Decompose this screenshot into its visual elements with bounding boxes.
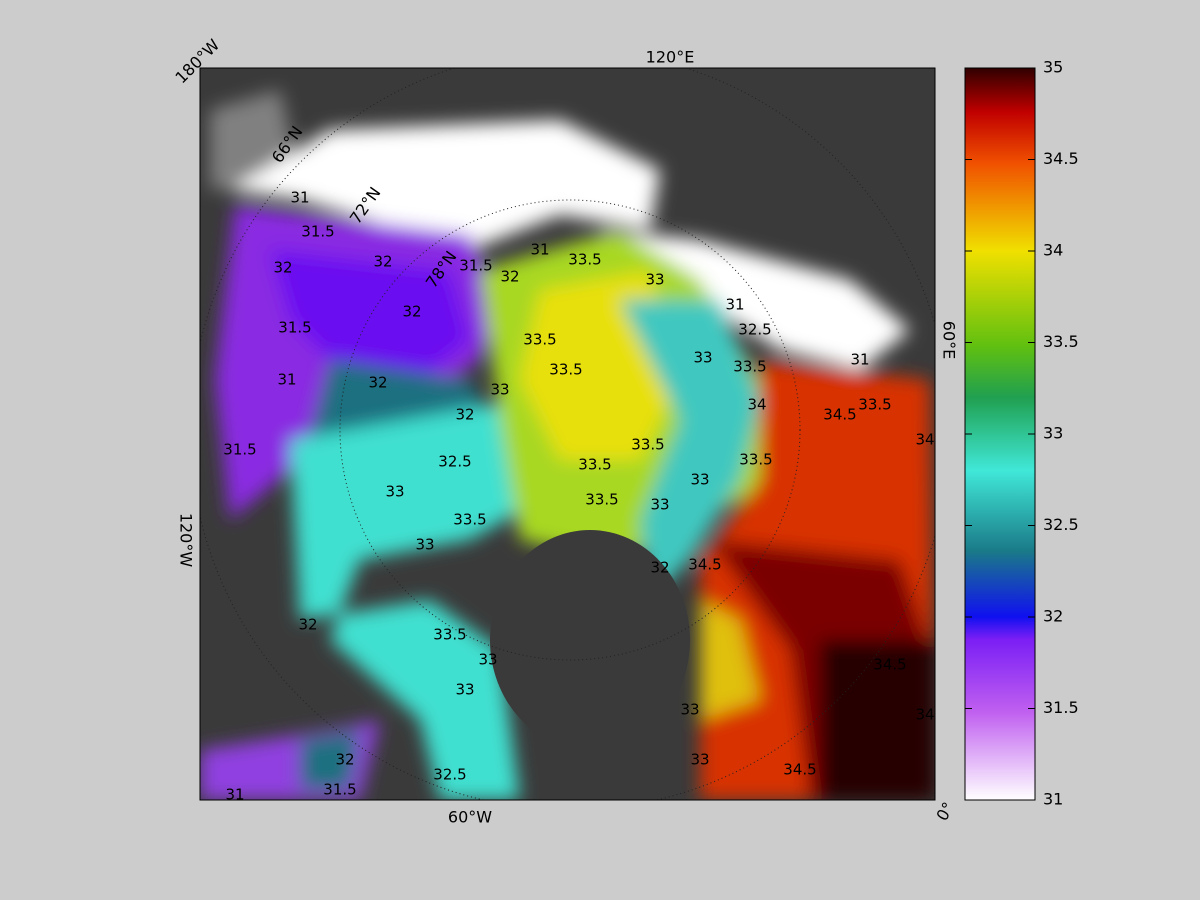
longitude-label: 120°W bbox=[177, 513, 196, 568]
colorbar-tick-label: 34 bbox=[1043, 241, 1063, 260]
longitude-label: 0° bbox=[932, 799, 958, 824]
contour-label: 33 bbox=[455, 681, 474, 699]
map bbox=[200, 68, 935, 800]
contour-label: 34.5 bbox=[873, 656, 906, 674]
contour-label: 33.5 bbox=[631, 436, 664, 454]
contour-label: 31 bbox=[290, 189, 309, 207]
contour-label: 31.5 bbox=[459, 257, 492, 275]
contour-label: 33.5 bbox=[549, 361, 582, 379]
contour-label: 32.5 bbox=[738, 321, 771, 339]
colorbar-tick-label: 32 bbox=[1043, 607, 1063, 626]
contour-label: 34.5 bbox=[688, 556, 721, 574]
colorbar-tick-label: 31 bbox=[1043, 790, 1063, 809]
contour-label: 31 bbox=[225, 786, 244, 804]
contour-label: 31 bbox=[725, 296, 744, 314]
contour-label: 31.5 bbox=[278, 319, 311, 337]
colorbar-tick-label: 34.5 bbox=[1043, 149, 1079, 168]
salinity-field bbox=[200, 90, 935, 800]
contour-label: 31.5 bbox=[223, 441, 256, 459]
contour-label: 33.5 bbox=[433, 626, 466, 644]
longitude-label: 120°E bbox=[646, 48, 695, 67]
contour-label: 33.5 bbox=[523, 331, 556, 349]
contour-label: 31 bbox=[530, 241, 549, 259]
contour-label: 32 bbox=[368, 374, 387, 392]
contour-label: 33 bbox=[385, 483, 404, 501]
contour-label: 33 bbox=[680, 701, 699, 719]
contour-label: 33 bbox=[690, 471, 709, 489]
contour-label: 32 bbox=[500, 268, 519, 286]
contour-label: 33.5 bbox=[568, 251, 601, 269]
longitude-label: 60°W bbox=[448, 808, 492, 827]
contour-label: 33 bbox=[645, 271, 664, 289]
contour-label: 33.5 bbox=[858, 396, 891, 414]
contour-label: 33.5 bbox=[739, 451, 772, 469]
contour-label: 34 bbox=[915, 431, 934, 449]
contour-label: 33.5 bbox=[453, 511, 486, 529]
contour-label: 33 bbox=[490, 381, 509, 399]
colorbar-tick-label: 33 bbox=[1043, 424, 1063, 443]
contour-label: 33.5 bbox=[733, 358, 766, 376]
graticule bbox=[339, 199, 801, 661]
contour-label: 31 bbox=[850, 351, 869, 369]
contour-label: 33.5 bbox=[578, 456, 611, 474]
contour-label: 33 bbox=[415, 536, 434, 554]
contour-label: 32 bbox=[335, 751, 354, 769]
contour-label: 33.5 bbox=[585, 491, 618, 509]
greenland bbox=[490, 530, 690, 750]
contour-label: 32 bbox=[298, 616, 317, 634]
contour-label: 32.5 bbox=[433, 766, 466, 784]
longitude-label: 60°E bbox=[940, 321, 959, 359]
colorbar-tick-label: 35 bbox=[1043, 58, 1063, 77]
contour-label: 33 bbox=[690, 751, 709, 769]
colorbar bbox=[964, 67, 1036, 801]
colorbar-tick-label: 33.5 bbox=[1043, 332, 1079, 351]
contour-label: 34 bbox=[747, 396, 766, 414]
contour-label: 31 bbox=[277, 371, 296, 389]
contour-label: 33 bbox=[650, 496, 669, 514]
contour-label: 31.5 bbox=[323, 781, 356, 799]
contour-label: 34.5 bbox=[783, 761, 816, 779]
contour-label: 32 bbox=[373, 253, 392, 271]
contour-label: 32 bbox=[402, 303, 421, 321]
contour-label: 33 bbox=[478, 651, 497, 669]
contour-label: 33 bbox=[693, 349, 712, 367]
contour-label: 32.5 bbox=[438, 453, 471, 471]
colorbar-tick-label: 31.5 bbox=[1043, 698, 1079, 717]
contour-label: 32 bbox=[455, 406, 474, 424]
contour-label: 32 bbox=[650, 559, 669, 577]
map-frame bbox=[199, 67, 936, 801]
contour-label: 32 bbox=[273, 259, 292, 277]
contour-label: 34.5 bbox=[823, 406, 856, 424]
colorbar-tick-label: 32.5 bbox=[1043, 515, 1079, 534]
contour-label: 34 bbox=[915, 706, 934, 724]
contour-label: 31.5 bbox=[301, 223, 334, 241]
